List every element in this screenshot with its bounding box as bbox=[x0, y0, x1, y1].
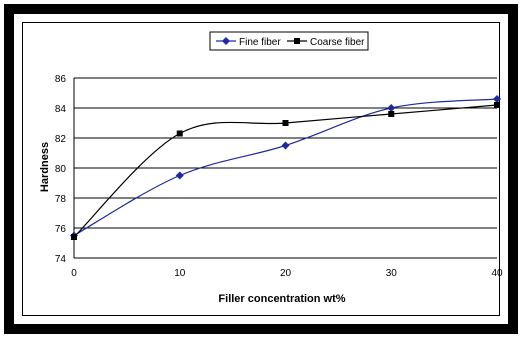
series-fine-fiber bbox=[70, 95, 501, 240]
x-axis-label: Filler concentration wt% bbox=[218, 293, 345, 305]
data-point bbox=[493, 95, 501, 103]
y-tick-label: 82 bbox=[55, 134, 67, 145]
inner-border bbox=[14, 14, 508, 324]
x-tick-label: 30 bbox=[386, 268, 398, 279]
legend-marker bbox=[294, 38, 300, 44]
y-tick-label: 78 bbox=[55, 194, 67, 205]
data-point bbox=[388, 111, 395, 117]
x-tick-label: 10 bbox=[174, 268, 186, 279]
series-layer bbox=[70, 95, 501, 240]
series-coarse-fiber bbox=[71, 102, 500, 240]
chart-panel bbox=[22, 22, 500, 316]
axes bbox=[73, 78, 497, 259]
data-point bbox=[387, 104, 396, 112]
y-tick-label: 80 bbox=[55, 164, 67, 175]
data-point bbox=[282, 120, 289, 126]
x-tick-label: 20 bbox=[280, 268, 292, 279]
data-point bbox=[176, 130, 183, 137]
x-tick-label: 40 bbox=[491, 268, 503, 279]
legend-label: Coarse fiber bbox=[310, 37, 365, 48]
data-point bbox=[281, 141, 290, 150]
legend: Fine fiber Coarse fiber bbox=[209, 31, 369, 51]
y-tick-label: 86 bbox=[55, 74, 67, 85]
y-tick-label: 74 bbox=[55, 254, 67, 265]
y-tick-label: 76 bbox=[55, 224, 67, 235]
outer-frame bbox=[4, 4, 518, 334]
data-point bbox=[494, 102, 500, 108]
tick-labels: 74 76 78 80 82 84 86 0 10 20 30 40 bbox=[55, 74, 503, 279]
grid-lines bbox=[74, 77, 497, 229]
x-tick-label: 0 bbox=[71, 268, 77, 279]
data-point bbox=[71, 234, 77, 240]
legend-marker bbox=[222, 37, 230, 45]
y-tick-label: 84 bbox=[55, 104, 67, 115]
y-axis-label: Hardness bbox=[39, 142, 51, 192]
data-point bbox=[175, 171, 184, 180]
legend-label: Fine fiber bbox=[239, 37, 281, 48]
